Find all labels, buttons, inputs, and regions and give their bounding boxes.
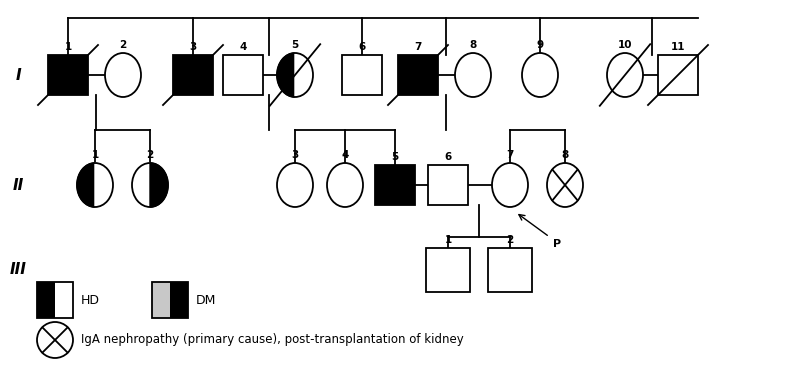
Ellipse shape — [607, 53, 643, 97]
Ellipse shape — [492, 163, 528, 207]
Text: 7: 7 — [506, 150, 514, 160]
Polygon shape — [77, 163, 95, 207]
Bar — [398, 55, 438, 95]
Bar — [170, 282, 188, 318]
Bar — [173, 55, 213, 95]
Bar — [342, 55, 382, 95]
Bar — [223, 55, 263, 95]
Text: DM: DM — [196, 294, 216, 307]
Text: 2: 2 — [506, 235, 514, 245]
Bar — [152, 282, 188, 318]
Text: 6: 6 — [358, 42, 366, 52]
Text: 5: 5 — [291, 40, 298, 50]
Text: 1: 1 — [91, 150, 98, 160]
Ellipse shape — [277, 163, 313, 207]
Text: 9: 9 — [537, 40, 544, 50]
Polygon shape — [277, 53, 295, 97]
Text: HD: HD — [81, 294, 100, 307]
Polygon shape — [95, 163, 113, 207]
Text: 3: 3 — [291, 150, 298, 160]
Polygon shape — [150, 163, 168, 207]
Ellipse shape — [327, 163, 363, 207]
Bar — [488, 248, 532, 292]
Text: 3: 3 — [190, 42, 197, 52]
Ellipse shape — [522, 53, 558, 97]
Bar — [375, 165, 415, 205]
Bar — [37, 282, 55, 318]
Text: 4: 4 — [239, 42, 246, 52]
Ellipse shape — [37, 322, 73, 358]
Text: P: P — [553, 239, 561, 249]
Text: 6: 6 — [445, 152, 452, 162]
Text: 7: 7 — [414, 42, 422, 52]
Ellipse shape — [455, 53, 491, 97]
Text: 11: 11 — [671, 42, 685, 52]
Bar — [426, 248, 470, 292]
Text: 5: 5 — [391, 152, 399, 162]
Bar — [55, 282, 73, 318]
Text: 1: 1 — [445, 235, 452, 245]
Bar — [658, 55, 698, 95]
Text: 8: 8 — [469, 40, 477, 50]
Text: II: II — [13, 177, 24, 192]
Text: III: III — [9, 263, 27, 278]
Polygon shape — [295, 53, 313, 97]
Bar — [428, 165, 468, 205]
Ellipse shape — [105, 53, 141, 97]
Text: 2: 2 — [120, 40, 127, 50]
Bar — [48, 55, 88, 95]
Bar — [37, 282, 73, 318]
Text: 10: 10 — [618, 40, 632, 50]
Text: IgA nephropathy (primary cause), post-transplantation of kidney: IgA nephropathy (primary cause), post-tr… — [81, 334, 464, 346]
Text: 2: 2 — [146, 150, 153, 160]
Text: 1: 1 — [65, 42, 72, 52]
Text: 8: 8 — [561, 150, 569, 160]
Text: I: I — [15, 67, 20, 83]
Text: 4: 4 — [342, 150, 349, 160]
Bar — [152, 282, 170, 318]
Ellipse shape — [547, 163, 583, 207]
Polygon shape — [132, 163, 150, 207]
